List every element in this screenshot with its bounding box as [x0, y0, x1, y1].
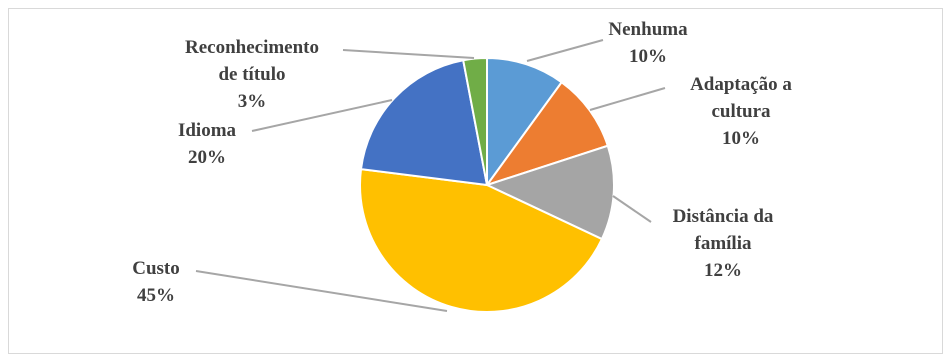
pie-slice-custo [359, 167, 604, 313]
pie-slice-distancia [484, 144, 615, 241]
leader-line-custo [195, 270, 448, 312]
slice-label-custo: Custo [132, 258, 180, 279]
slice-label-reconhecimento-line-1: Reconhecimento [185, 37, 319, 58]
slice-pct-custo: 45% [137, 285, 175, 306]
leader-line-adaptacao [589, 87, 666, 111]
slice-label-nenhuma-line-1: Nenhuma [608, 19, 688, 40]
slice-pct-reconhecimento: 3% [238, 91, 267, 112]
slice-label-nenhuma: Nenhuma [608, 19, 688, 40]
pie-slice-adaptacao [484, 80, 610, 187]
slice-label-adaptacao-line-1: Adaptação a [690, 74, 792, 95]
pie-slice-nenhuma [486, 56, 564, 189]
pie-slice-reconhecimento [462, 56, 488, 186]
slice-label-distancia-line-1: Distância da [673, 206, 774, 227]
slice-pct-idioma: 20% [188, 147, 226, 168]
pie-slice-idioma [359, 59, 489, 187]
slice-label-reconhecimento-line-2: de título [218, 64, 285, 85]
slice-label-idioma: Idioma [178, 120, 237, 141]
leader-line-idioma [251, 99, 393, 132]
slice-pct-distancia: 12% [704, 260, 742, 281]
slice-label-distancia-line-2: família [695, 233, 752, 254]
slice-pct-adaptacao: 10% [722, 128, 760, 149]
leader-line-nenhuma [526, 39, 604, 62]
leader-line-distancia [612, 195, 652, 223]
slice-label-adaptacao-line-2: cultura [711, 101, 771, 122]
slice-pct-nenhuma: 10% [629, 46, 667, 67]
leader-line-reconhecimento [342, 49, 475, 59]
